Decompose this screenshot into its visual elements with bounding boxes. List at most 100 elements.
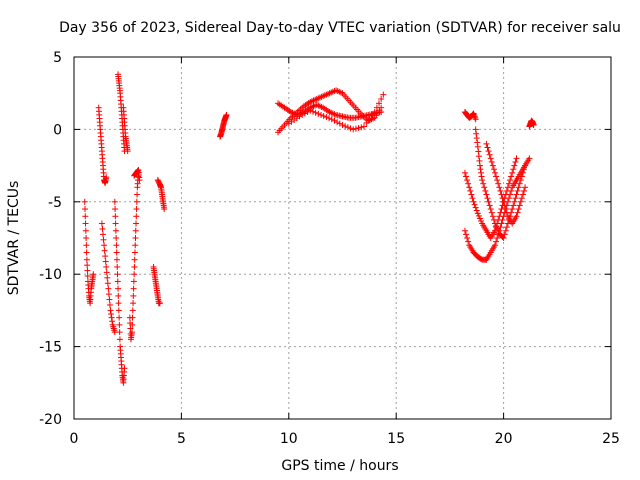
data-point <box>106 301 113 308</box>
data-point <box>99 231 106 238</box>
y-axis-label: SDTVAR / TECUs <box>6 181 22 296</box>
data-point <box>495 231 502 238</box>
data-point <box>105 285 112 292</box>
x-tick-label: 10 <box>280 431 298 447</box>
data-point <box>494 235 501 241</box>
data-point <box>101 242 108 249</box>
data-point <box>102 253 109 260</box>
data-point <box>497 224 504 231</box>
data-point <box>474 210 481 217</box>
data-point <box>472 126 479 133</box>
data-point <box>301 110 308 117</box>
data-point <box>133 198 140 205</box>
data-point <box>326 115 333 122</box>
data-point <box>496 184 503 191</box>
data-point <box>98 220 105 227</box>
data-point <box>334 119 341 126</box>
data-point <box>476 215 483 222</box>
data-point <box>113 235 120 241</box>
chart-title: Day 356 of 2023, Sidereal Day-to-day VTE… <box>59 20 621 36</box>
data-point <box>84 262 91 269</box>
data-point <box>315 110 322 117</box>
data-point <box>502 227 509 234</box>
data-point <box>380 91 387 98</box>
data-point <box>132 227 139 234</box>
data-point <box>508 187 515 194</box>
data-point <box>485 198 492 205</box>
data-point <box>134 168 141 175</box>
data-point <box>127 325 134 332</box>
data-point <box>113 249 120 256</box>
data-point <box>515 206 522 213</box>
data-point <box>373 104 380 111</box>
data-point <box>466 184 473 191</box>
data-point <box>307 107 314 114</box>
data-point <box>508 173 515 180</box>
x-tick-label: 5 <box>177 431 186 447</box>
data-point <box>484 144 491 151</box>
data-point <box>468 191 475 198</box>
data-point <box>480 180 487 187</box>
data-point <box>116 336 123 343</box>
data-point <box>113 256 120 263</box>
data-point <box>473 135 480 142</box>
data-point <box>482 187 489 194</box>
data-point <box>363 119 370 126</box>
data-point <box>103 263 110 270</box>
data-point <box>488 209 495 216</box>
data-point <box>82 213 89 220</box>
data-point <box>494 177 501 184</box>
data-point <box>312 109 319 116</box>
data-point <box>493 173 500 180</box>
data-point <box>133 213 140 220</box>
data-point <box>328 116 335 123</box>
data-point <box>516 180 523 187</box>
data-point <box>465 180 472 187</box>
data-point <box>465 238 472 245</box>
x-tick-label: 20 <box>495 431 513 447</box>
data-point <box>471 201 478 208</box>
data-point <box>510 166 517 173</box>
data-point <box>518 195 525 202</box>
data-point <box>106 296 113 303</box>
data-point <box>469 195 476 202</box>
data-point <box>499 216 506 223</box>
data-point <box>513 213 520 220</box>
data-point <box>104 280 111 287</box>
data-point <box>474 139 481 146</box>
data-point <box>495 180 502 187</box>
data-point <box>514 187 521 194</box>
data-point <box>488 158 495 165</box>
data-point <box>100 236 107 243</box>
plot-frame <box>73 56 612 420</box>
data-point <box>114 271 121 278</box>
data-point <box>479 177 486 184</box>
data-point <box>526 155 533 162</box>
data-point <box>513 155 520 162</box>
y-tick-label: 0 <box>53 122 62 138</box>
y-tick-label: -10 <box>39 267 62 283</box>
data-point <box>320 113 327 120</box>
data-point <box>502 206 509 213</box>
data-point <box>490 166 497 173</box>
data-point <box>492 242 499 249</box>
data-point <box>134 191 141 198</box>
data-point <box>90 271 97 278</box>
data-point <box>470 110 477 117</box>
data-point <box>115 307 122 314</box>
data-point <box>360 123 367 130</box>
data-point <box>131 263 138 270</box>
data-point <box>507 191 514 198</box>
data-point <box>473 130 480 137</box>
y-tick-label: -15 <box>39 340 62 356</box>
data-point <box>492 169 499 176</box>
data-point <box>483 140 490 147</box>
data-point <box>505 180 512 187</box>
data-point <box>470 198 477 205</box>
data-point <box>101 247 108 254</box>
data-point <box>514 209 521 216</box>
data-point <box>497 187 504 194</box>
x-tick-label: 0 <box>70 431 79 447</box>
data-point <box>323 114 330 121</box>
data-point <box>485 148 492 155</box>
